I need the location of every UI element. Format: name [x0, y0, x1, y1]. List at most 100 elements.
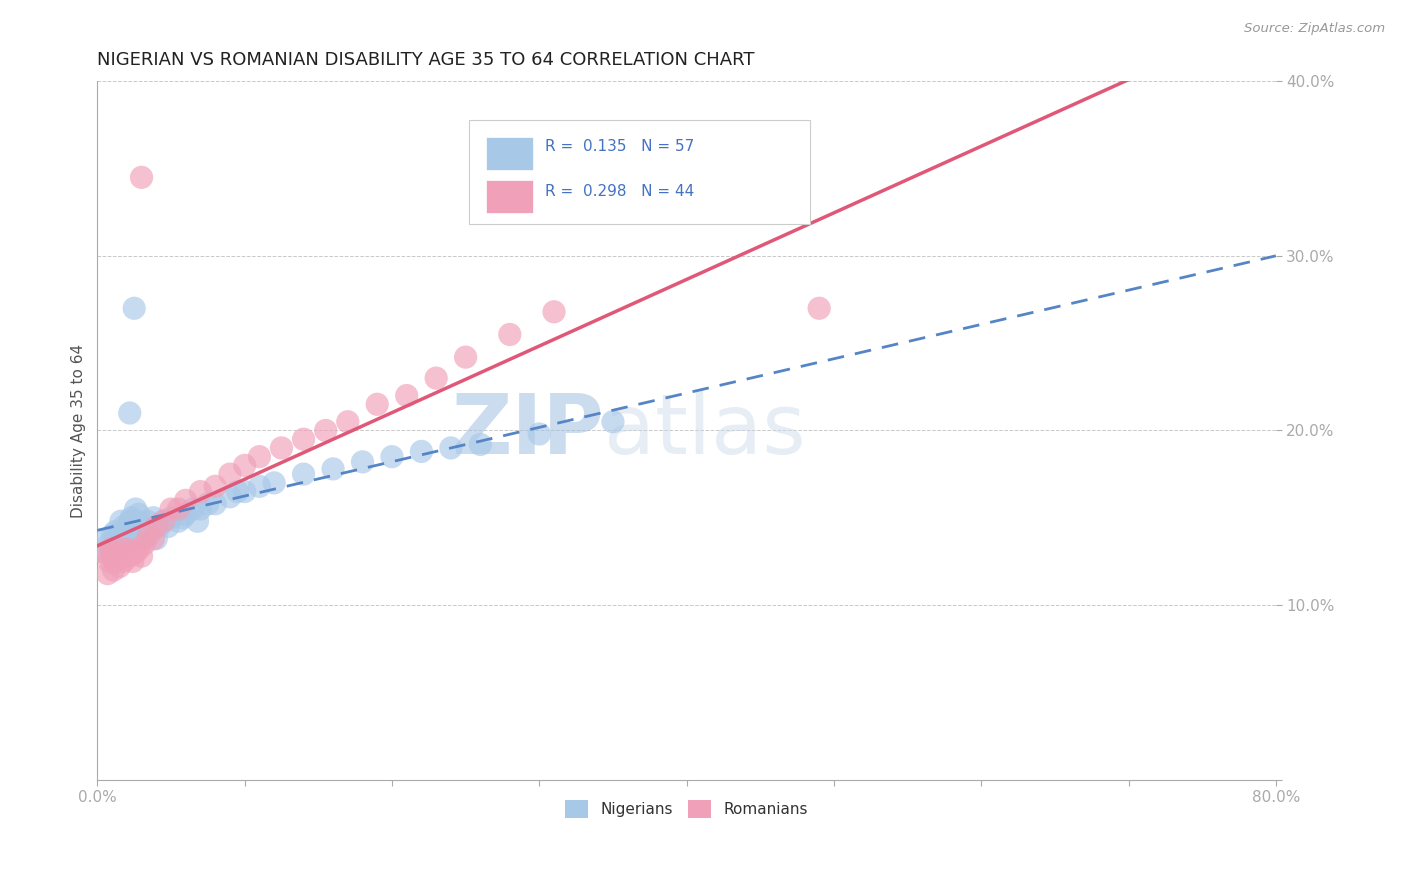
Point — [247, 450, 270, 464]
Legend: Nigerians, Romanians: Nigerians, Romanians — [560, 794, 814, 824]
Point — [138, 528, 160, 542]
Point — [160, 502, 183, 516]
Point — [499, 327, 522, 342]
Bar — [486, 136, 533, 170]
Point — [134, 537, 156, 551]
Point — [124, 502, 146, 516]
Point — [142, 510, 165, 524]
Point — [315, 424, 337, 438]
Point — [167, 502, 190, 516]
Point — [101, 528, 124, 542]
Point — [136, 514, 159, 528]
Point — [110, 549, 132, 564]
Point — [122, 301, 145, 316]
Point — [104, 554, 127, 568]
Text: Source: ZipAtlas.com: Source: ZipAtlas.com — [1244, 22, 1385, 36]
Point — [97, 532, 120, 546]
Point — [142, 532, 165, 546]
FancyBboxPatch shape — [468, 120, 810, 225]
Point — [411, 444, 433, 458]
Point — [93, 546, 115, 560]
Point — [219, 467, 242, 482]
Point — [107, 541, 129, 555]
Point — [131, 532, 153, 546]
Point — [145, 519, 167, 533]
Point — [131, 549, 153, 564]
Point — [114, 549, 136, 564]
Point — [336, 415, 359, 429]
Point — [108, 559, 131, 574]
Point — [470, 437, 492, 451]
Point — [322, 462, 344, 476]
Point — [134, 519, 156, 533]
Point — [543, 305, 565, 319]
Point — [190, 502, 212, 516]
Point — [174, 493, 197, 508]
Point — [121, 554, 143, 568]
Text: ZIP: ZIP — [451, 390, 605, 471]
Point — [602, 415, 624, 429]
Point — [128, 508, 150, 522]
Point — [172, 510, 194, 524]
Point — [204, 497, 226, 511]
Point — [186, 514, 208, 528]
Point — [112, 519, 135, 533]
Point — [105, 532, 128, 546]
Point — [100, 542, 122, 557]
Point — [127, 514, 149, 528]
Point — [226, 484, 249, 499]
Point — [139, 524, 162, 539]
Point — [219, 490, 242, 504]
Point — [112, 554, 135, 568]
Point — [145, 532, 167, 546]
Point — [381, 450, 404, 464]
Point — [425, 371, 447, 385]
Point — [131, 170, 153, 185]
Point — [111, 542, 134, 557]
Point — [190, 484, 212, 499]
Point — [93, 546, 115, 560]
Point — [148, 519, 170, 533]
Point — [204, 479, 226, 493]
Point — [440, 441, 463, 455]
Point — [128, 542, 150, 557]
Point — [247, 479, 270, 493]
Point — [167, 514, 190, 528]
Point — [157, 519, 180, 533]
Point — [118, 514, 141, 528]
Point — [152, 514, 174, 528]
Point — [118, 549, 141, 564]
Point — [160, 510, 183, 524]
Point — [104, 524, 127, 539]
Point — [197, 497, 219, 511]
Point — [111, 532, 134, 546]
Point — [124, 546, 146, 560]
Point — [118, 406, 141, 420]
Point — [120, 510, 142, 524]
Point — [454, 350, 477, 364]
Point — [529, 427, 551, 442]
Point — [122, 528, 145, 542]
Point — [352, 455, 374, 469]
Point — [100, 542, 122, 557]
Point — [263, 475, 285, 490]
Point — [270, 441, 292, 455]
Point — [808, 301, 831, 316]
Text: R =  0.298   N = 44: R = 0.298 N = 44 — [546, 184, 695, 199]
Y-axis label: Disability Age 35 to 64: Disability Age 35 to 64 — [72, 343, 86, 517]
Point — [101, 549, 124, 564]
Text: NIGERIAN VS ROMANIAN DISABILITY AGE 35 TO 64 CORRELATION CHART: NIGERIAN VS ROMANIAN DISABILITY AGE 35 T… — [97, 51, 755, 69]
Point — [110, 514, 132, 528]
Point — [233, 484, 256, 499]
Point — [115, 542, 138, 557]
Point — [181, 502, 204, 516]
Point — [152, 514, 174, 528]
Point — [292, 432, 315, 446]
Point — [101, 549, 124, 564]
Point — [292, 467, 315, 482]
Text: atlas: atlas — [605, 390, 806, 471]
Point — [98, 537, 121, 551]
Point — [395, 388, 418, 402]
Point — [115, 524, 138, 539]
Point — [114, 537, 136, 551]
